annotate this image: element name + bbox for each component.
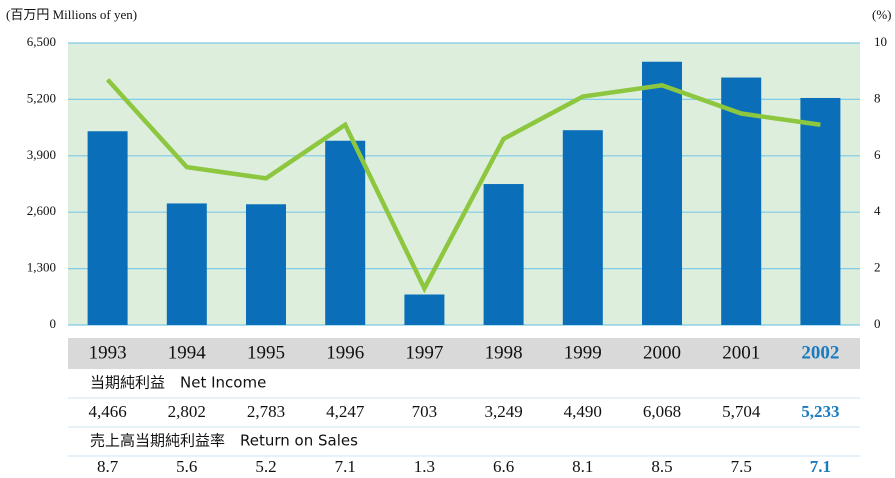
- y2-axis-label: (%): [872, 7, 892, 22]
- table-value: 8.5: [651, 457, 672, 476]
- table-value: 1.3: [414, 457, 435, 476]
- row-label: 売上高当期純利益率 Return on Sales: [90, 432, 358, 450]
- y2-tick-label: 8: [874, 90, 881, 105]
- table-value: 703: [412, 402, 438, 421]
- table-value: 7.5: [731, 457, 752, 476]
- table-value: 5,704: [722, 402, 761, 421]
- y2-tick-label: 4: [874, 203, 881, 218]
- bar: [166, 203, 207, 325]
- table-value: 6,068: [643, 402, 681, 421]
- y-tick-label: 5,200: [27, 90, 56, 105]
- y2-tick-label: 10: [874, 34, 887, 49]
- x-tick-label: 2001: [722, 342, 760, 363]
- y-tick-label: 1,300: [27, 260, 56, 275]
- x-tick-label: 2000: [643, 342, 681, 363]
- table-value: 4,466: [88, 402, 126, 421]
- bar: [483, 184, 524, 325]
- y-tick-label: 2,600: [27, 203, 56, 218]
- x-tick-label: 1996: [326, 342, 364, 363]
- table-value: 4,490: [564, 402, 602, 421]
- x-tick-label: 1999: [564, 342, 602, 363]
- table-value: 2,802: [168, 402, 206, 421]
- bar: [246, 204, 286, 325]
- x-tick-label: 1994: [168, 342, 207, 363]
- table-value: 5,233: [801, 402, 839, 421]
- x-tick-label: 1997: [405, 342, 443, 363]
- y-tick-label: 6,500: [27, 34, 56, 49]
- table-value: 2,783: [247, 402, 285, 421]
- table-value: 7.1: [810, 457, 831, 476]
- line: [105, 78, 821, 294]
- bar: [404, 294, 445, 325]
- bar: [325, 140, 366, 325]
- row-label: 当期純利益 Net Income: [90, 374, 266, 392]
- bar: [721, 77, 762, 326]
- table-value: 8.1: [572, 457, 593, 476]
- y-tick-label: 0: [50, 316, 57, 331]
- y2-tick-label: 0: [874, 316, 881, 331]
- table-value: 7.1: [335, 457, 356, 476]
- x-tick-label: 1995: [247, 342, 285, 363]
- table-value: 5.2: [255, 457, 276, 476]
- y-axis-label: (百万円 Millions of yen): [6, 7, 137, 22]
- table-value: 4,247: [326, 402, 365, 421]
- y2-tick-label: 2: [874, 260, 881, 275]
- bar: [562, 130, 603, 325]
- year-band: [68, 338, 860, 369]
- bar: [642, 61, 682, 325]
- table-value: 3,249: [484, 402, 522, 421]
- table-value: 8.7: [97, 457, 119, 476]
- table-value: 6.6: [493, 457, 514, 476]
- y-tick-label: 3,900: [27, 147, 56, 162]
- bar: [800, 97, 841, 325]
- x-tick-label: 2002: [801, 342, 839, 363]
- y2-tick-label: 6: [874, 147, 881, 162]
- x-tick-label: 1998: [485, 342, 523, 363]
- x-tick-label: 1993: [89, 342, 127, 363]
- table-value: 5.6: [176, 457, 197, 476]
- bar: [87, 131, 128, 325]
